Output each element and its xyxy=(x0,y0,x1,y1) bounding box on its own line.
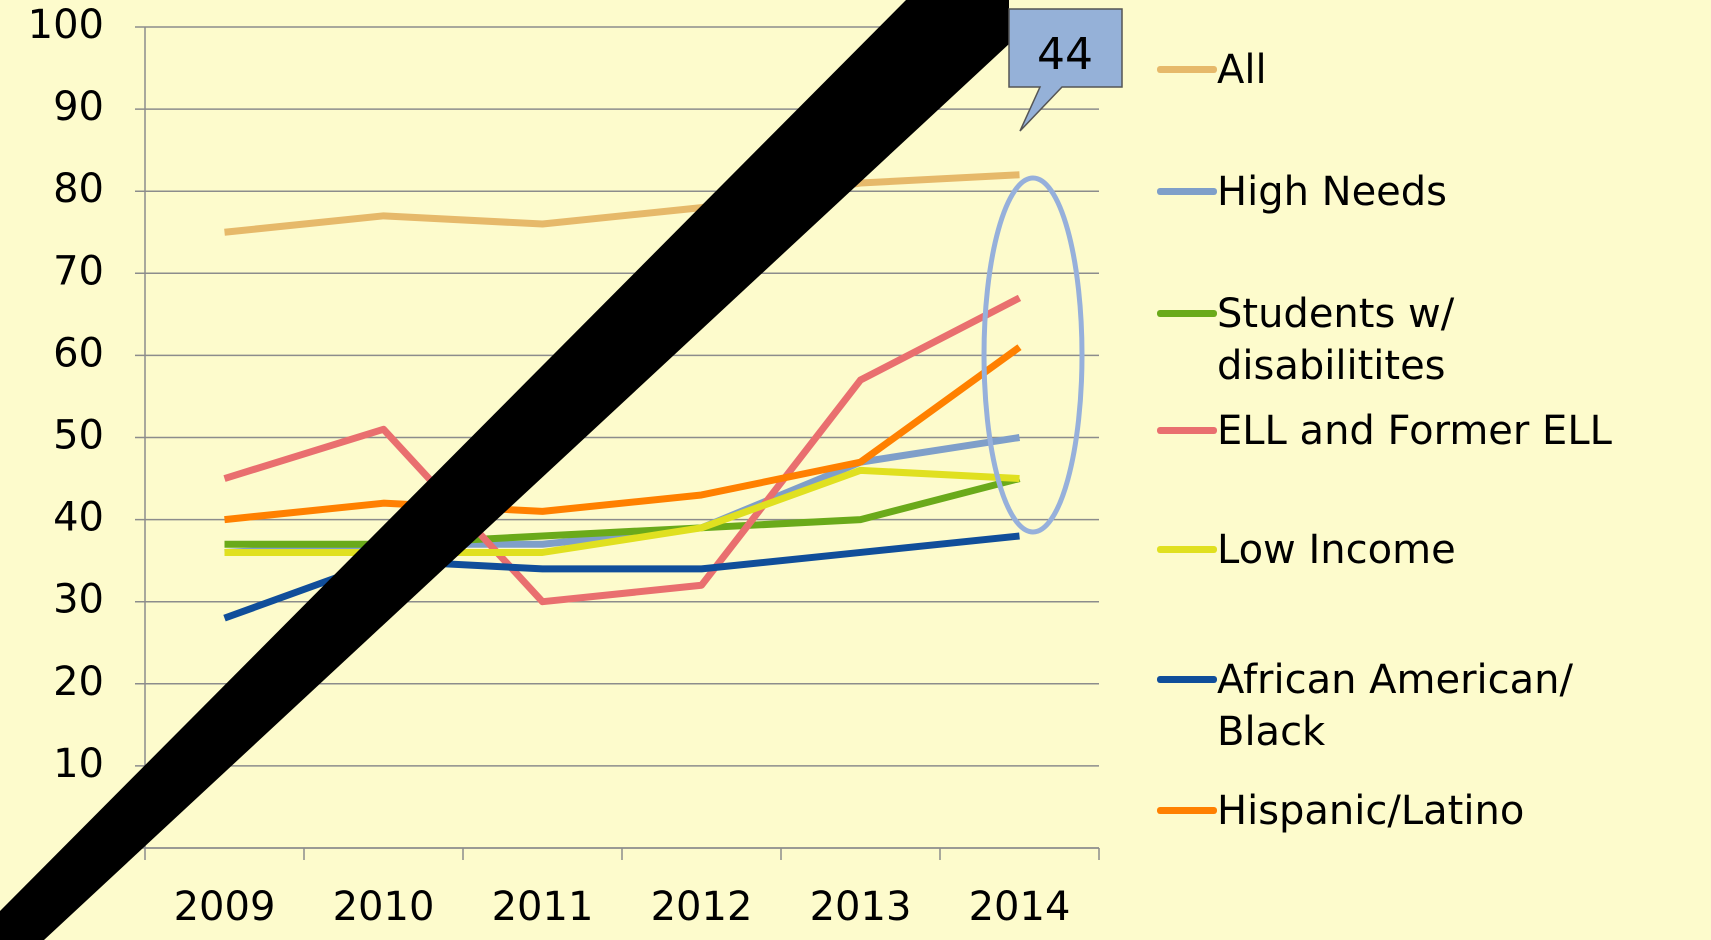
y-tick-label: 40 xyxy=(53,495,104,541)
y-tick-label: 80 xyxy=(53,166,104,212)
legend-label: High Needs xyxy=(1217,166,1687,218)
legend-swatch xyxy=(1157,310,1217,317)
y-tick-label: 70 xyxy=(53,248,104,294)
y-tick-label: 100 xyxy=(28,2,104,48)
x-tick-label: 2010 xyxy=(333,884,435,930)
y-tick-label: 10 xyxy=(53,741,104,787)
legend-item: High Needs xyxy=(1157,166,1707,218)
legend-item: Students w/ disabilitites xyxy=(1157,288,1707,392)
legend-item: Low Income xyxy=(1157,524,1707,576)
legend-swatch xyxy=(1157,427,1217,434)
series-line xyxy=(225,479,1020,545)
series-line xyxy=(225,175,1020,232)
x-tick-label: 2011 xyxy=(492,884,594,930)
y-tick-label: 90 xyxy=(53,84,104,130)
legend-label: All xyxy=(1217,44,1687,96)
x-tick-label: 2012 xyxy=(651,884,753,930)
legend-item: African American/ Black xyxy=(1157,654,1707,758)
page: {"chart_data": {"type": "line", "categor… xyxy=(0,0,1711,940)
legend-item: Hispanic/Latino xyxy=(1157,785,1707,837)
callout-text: 44 xyxy=(1037,29,1093,80)
legend-swatch xyxy=(1157,188,1217,195)
legend-swatch xyxy=(1157,807,1217,814)
x-tick-label: 2014 xyxy=(969,884,1071,930)
legend-label: Students w/ disabilitites xyxy=(1217,288,1687,392)
y-tick-label: 50 xyxy=(53,413,104,459)
x-tick-label: 2009 xyxy=(174,884,276,930)
legend-swatch xyxy=(1157,676,1217,683)
y-tick-label: 60 xyxy=(53,330,104,376)
legend-item: ELL and Former ELL xyxy=(1157,405,1707,457)
legend-label: Low Income xyxy=(1217,524,1687,576)
legend-label: African American/ Black xyxy=(1217,654,1687,758)
y-tick-label: 30 xyxy=(53,577,104,623)
legend-item: All xyxy=(1157,44,1707,96)
legend-label: Hispanic/Latino xyxy=(1217,785,1687,837)
legend-label: ELL and Former ELL xyxy=(1217,405,1687,457)
legend-swatch xyxy=(1157,546,1217,553)
x-tick-label: 2013 xyxy=(810,884,912,930)
y-tick-label: 20 xyxy=(53,659,104,705)
legend-swatch xyxy=(1157,66,1217,73)
